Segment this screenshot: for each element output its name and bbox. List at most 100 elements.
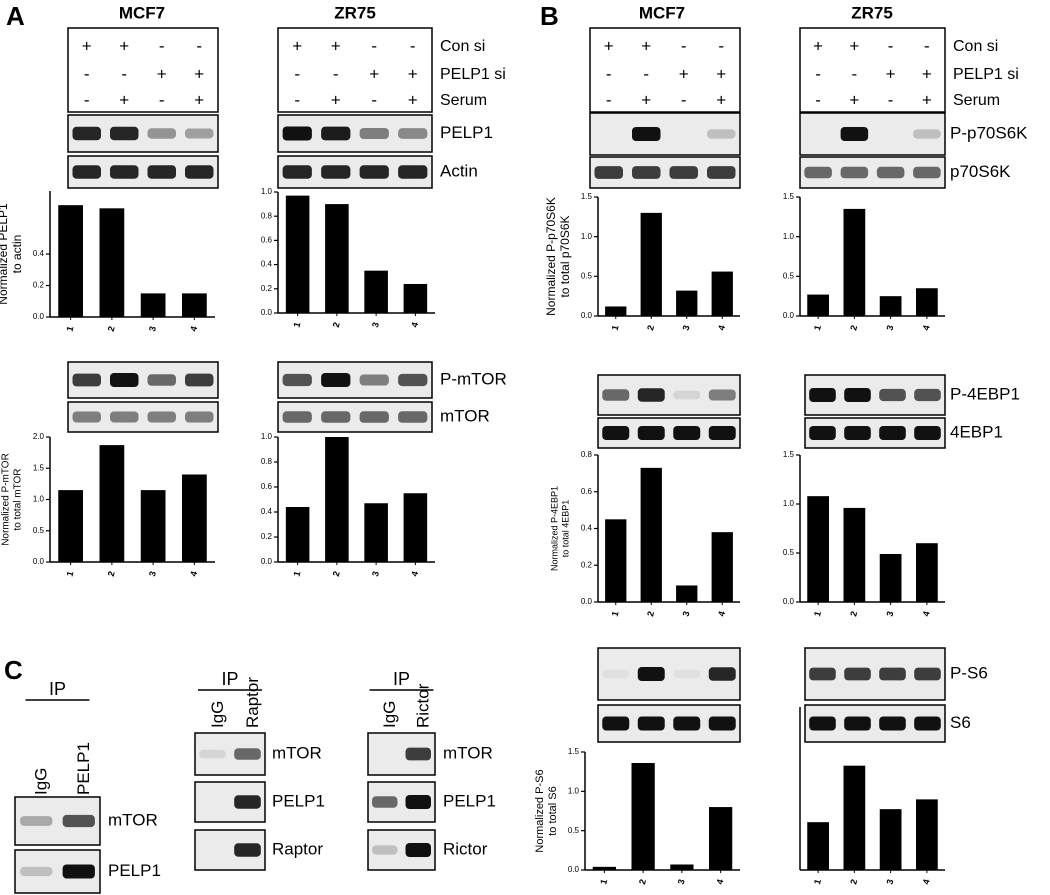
x-tick-label: 1 <box>292 321 303 328</box>
condition-sign: + <box>157 64 167 83</box>
condition-box <box>799 27 946 113</box>
condition-sign: + <box>408 64 418 83</box>
band <box>185 373 214 387</box>
y-tick-label: 1.5 <box>783 192 795 201</box>
band <box>879 388 906 402</box>
band <box>398 165 428 179</box>
bar <box>843 765 866 870</box>
band <box>602 716 630 731</box>
bar <box>140 490 166 562</box>
y-tick-label: 0.2 <box>261 532 273 541</box>
bar <box>640 212 662 316</box>
cell-line-header: ZR75 <box>851 3 893 22</box>
band <box>914 388 941 402</box>
panel-label: C <box>4 655 23 685</box>
blot-label: mTOR <box>272 743 322 762</box>
y-tick-label: 1.0 <box>261 432 273 441</box>
x-tick-label: 2 <box>106 570 117 577</box>
bar <box>807 822 829 870</box>
y-tick-label: 0.8 <box>581 450 593 459</box>
y-tick-label: 1.5 <box>783 450 795 459</box>
band <box>359 374 389 386</box>
y-axis-label: Normalized PELP1 <box>0 203 10 305</box>
y-axis-label: Normalized P-4EBP1 <box>549 486 559 571</box>
y-tick-label: 1.5 <box>33 463 45 472</box>
x-tick-label: 4 <box>921 324 932 331</box>
band <box>844 426 871 440</box>
y-tick-label: 0.6 <box>581 487 593 496</box>
band <box>844 667 871 681</box>
condition-sign: + <box>369 64 379 83</box>
condition-label: PELP1 si <box>440 66 506 83</box>
blot <box>589 112 741 156</box>
bar <box>325 204 349 313</box>
bar <box>676 585 698 602</box>
blot <box>799 112 946 156</box>
bar <box>140 293 166 317</box>
bar <box>182 293 207 317</box>
blot-label: p70S6K <box>950 162 1011 181</box>
condition-sign: - <box>888 90 894 109</box>
bar <box>640 467 662 602</box>
lane-label: IgG <box>32 768 51 795</box>
y-axis-label: to total S6 <box>547 786 559 836</box>
x-tick-label: 4 <box>409 321 420 328</box>
x-tick-label: 2 <box>645 324 656 331</box>
y-tick-label: 0.5 <box>33 526 45 535</box>
band <box>844 388 871 402</box>
band <box>72 373 101 387</box>
condition-sign: - <box>121 64 127 83</box>
band <box>405 747 431 761</box>
band <box>62 864 95 879</box>
band <box>282 165 312 179</box>
band <box>185 411 214 423</box>
condition-sign: - <box>333 64 339 83</box>
condition-sign: - <box>888 36 894 55</box>
x-tick-label: 4 <box>409 570 420 577</box>
bar <box>843 507 866 602</box>
y-tick-label: 0.0 <box>261 308 273 317</box>
condition-sign: + <box>641 90 651 109</box>
condition-sign: + <box>641 36 651 55</box>
y-axis-label: to total p70S6K <box>558 215 572 297</box>
blot-label: mTOR <box>108 810 158 829</box>
condition-sign: - <box>371 90 377 109</box>
x-tick-label: 2 <box>848 610 859 617</box>
bar <box>99 208 125 317</box>
bar <box>325 437 349 562</box>
x-tick-label: 2 <box>106 325 117 332</box>
band <box>398 373 428 387</box>
condition-sign: - <box>852 64 858 83</box>
bar <box>605 519 627 602</box>
blot-label: S6 <box>950 713 971 732</box>
condition-sign: - <box>84 64 90 83</box>
x-tick-label: 4 <box>188 570 199 577</box>
condition-sign: - <box>606 90 612 109</box>
x-tick-label: 4 <box>715 878 726 885</box>
band <box>594 166 623 179</box>
bar <box>709 807 733 870</box>
y-tick-label: 0.0 <box>783 311 795 320</box>
x-tick-label: 3 <box>885 878 896 885</box>
y-tick-label: 0.2 <box>581 560 593 569</box>
x-tick-label: 1 <box>610 610 621 617</box>
bar <box>807 294 829 316</box>
y-tick-label: 2.0 <box>33 432 45 441</box>
bar <box>182 474 207 562</box>
y-tick-label: 0.5 <box>783 271 795 280</box>
band <box>147 411 176 423</box>
x-tick-label: 4 <box>716 610 727 617</box>
blot-label: Rictor <box>443 839 488 858</box>
band <box>673 426 701 440</box>
band <box>282 373 312 387</box>
condition-sign: + <box>82 36 92 55</box>
x-tick-label: 2 <box>637 878 648 885</box>
band <box>359 128 389 139</box>
band <box>637 426 665 440</box>
band <box>72 165 101 179</box>
condition-label: Serum <box>953 92 1000 109</box>
bar <box>711 532 733 602</box>
y-tick-label: 0.0 <box>33 557 45 566</box>
y-tick-label: 1.5 <box>568 747 580 756</box>
lane-label: Raptor <box>243 677 262 728</box>
